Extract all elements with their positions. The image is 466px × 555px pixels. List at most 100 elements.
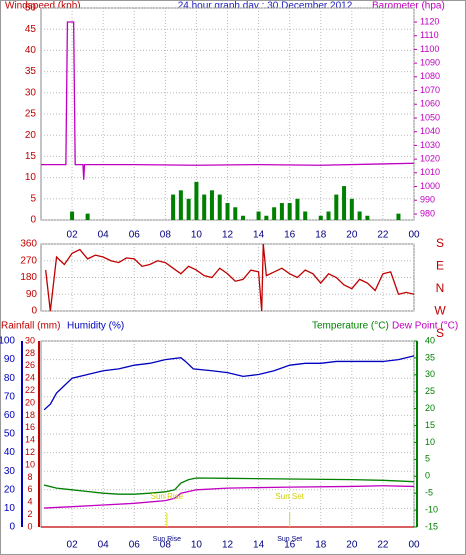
bar [287,203,292,220]
y3-tick-label: 16 [25,422,35,432]
y2-tick-label: 1080 [420,71,440,81]
y-tick-label: 25 [25,109,37,120]
direction-label: E [436,259,444,273]
humidity-label: Humidity (%) [67,321,124,332]
y3-tick-label: 0 [27,521,32,531]
title: 24 hour graph day : 30 December 2012 [178,1,353,12]
y2-tick-label: 20 [425,403,435,413]
y-tick-label: 270 [20,255,37,266]
y3-tick-label: 24 [25,373,35,383]
y-tick-label: 10 [4,503,16,514]
y2-tick-label: 10 [425,437,435,447]
y-tick-label: 35 [25,66,37,77]
x-tick-label: 06 [129,540,141,551]
y2-tick-label: 1110 [420,30,439,40]
y2-tick-label: -5 [425,488,433,498]
dewpoint-label: Dew Point (°C) [392,321,458,332]
y2-tick-label: 30 [425,369,435,379]
series-line [45,243,415,312]
y-tick-label: 0 [30,215,36,226]
y-tick-label: 20 [25,130,37,141]
y3-tick-label: 14 [25,435,35,445]
y2-tick-label: 1050 [420,112,440,122]
y2-tick-label: 990 [420,195,435,205]
y2-tick-label: 15 [425,420,435,430]
bar [318,215,323,220]
y-tick-label: 90 [4,354,16,365]
x-tick-label: 22 [377,540,389,551]
annotation-foot: Sun Rise [153,536,182,543]
windspeed-label: Windspeed (kph) [5,1,81,12]
rainfall-label: Rainfall (mm) [1,321,60,332]
x-tick-label: 06 [129,230,141,241]
x-tick-label: 04 [98,540,110,551]
x-tick-label: 02 [67,230,79,241]
bar [202,194,207,220]
y2-tick-label: 0 [425,471,430,481]
bar [264,215,269,220]
bar [209,190,214,220]
x-tick-label: 16 [284,540,296,551]
x-tick-label: 08 [160,540,172,551]
y3-tick-label: 30 [25,335,35,345]
y3-tick-label: 10 [25,459,35,469]
y2-tick-label: -10 [425,504,438,514]
y3-tick-label: 28 [25,348,35,358]
bar [171,194,176,220]
y2-tick-label: 1000 [420,181,440,191]
y-tick-label: 5 [30,193,36,204]
y3-tick-label: 8 [27,472,32,482]
series-line [43,477,415,495]
y-tick-label: 360 [20,239,37,250]
direction-label: S [436,326,444,340]
y-tick-label: 10 [25,172,37,183]
y2-tick-label: 1100 [420,44,439,54]
y-tick-label: 0 [31,306,37,317]
barometer-label: Barometer (hpa) [372,1,445,12]
y2-tick-label: 1030 [420,140,440,150]
y-tick-label: 15 [25,151,37,162]
y-tick-label: 0 [9,522,15,533]
y2-tick-label: 25 [425,386,435,396]
y3-tick-label: 22 [25,385,35,395]
x-tick-label: 22 [377,230,389,241]
annotation-foot: Sun Set [277,536,302,543]
bar [279,203,284,220]
bar [326,211,331,220]
x-tick-label: 12 [222,540,234,551]
x-tick-label: 10 [191,540,203,551]
y-tick-label: 70 [4,391,16,402]
bar [178,190,183,220]
annotation: Sun Rise [151,492,184,501]
y2-tick-label: 5 [425,454,430,464]
y-tick-label: 60 [4,410,16,421]
x-tick-label: 20 [346,230,358,241]
x-tick-label: 12 [222,230,234,241]
y2-tick-label: 1040 [420,126,440,136]
bar [85,213,90,220]
y3-tick-label: 12 [25,447,35,457]
y2-tick-label: 1060 [420,99,440,109]
bar [303,211,308,220]
y-tick-label: 90 [26,289,38,300]
x-tick-label: 00 [408,230,420,241]
series-line [44,485,415,509]
y3-tick-label: 18 [25,410,35,420]
y-tick-label: 100 [0,336,15,347]
y-tick-label: 20 [4,484,16,495]
direction-label: W [434,304,446,318]
bar [217,194,222,220]
annotation: Sun Set [275,492,304,501]
bar [241,215,246,220]
x-tick-label: 14 [253,540,265,551]
bar [396,213,401,220]
bar [342,186,347,220]
bar [225,203,230,220]
series-line [41,21,415,180]
x-tick-label: 18 [315,230,327,241]
y2-tick-label: 35 [425,352,435,362]
y2-tick-label: 1090 [420,58,440,68]
x-tick-label: 04 [98,230,110,241]
y2-tick-label: 1010 [420,167,440,177]
